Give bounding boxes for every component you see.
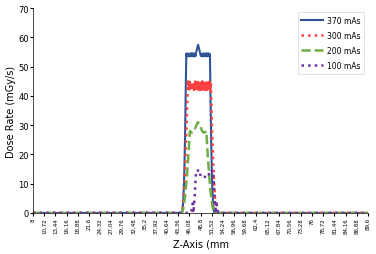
300 mAs (323, 212, 327, 215)
200 mAs (366, 212, 370, 215)
370 mAs (69, 212, 74, 215)
200 mAs (174, 212, 178, 215)
370 mAs (174, 212, 178, 215)
Line: 200 mAs: 200 mAs (33, 123, 368, 213)
370 mAs (196, 44, 200, 47)
300 mAs (159, 212, 164, 215)
100 mAs (194, 169, 199, 172)
200 mAs (323, 212, 327, 215)
300 mAs (366, 212, 370, 215)
300 mAs (174, 212, 178, 215)
300 mAs (31, 212, 35, 215)
300 mAs (89, 212, 93, 215)
200 mAs (69, 212, 74, 215)
100 mAs (323, 212, 327, 215)
300 mAs (203, 81, 208, 84)
100 mAs (69, 212, 74, 215)
Line: 370 mAs: 370 mAs (33, 46, 368, 213)
Line: 300 mAs: 300 mAs (33, 82, 368, 213)
370 mAs (159, 212, 164, 215)
200 mAs (196, 121, 200, 124)
100 mAs (31, 212, 35, 215)
370 mAs (31, 212, 35, 215)
300 mAs (359, 212, 364, 215)
Legend: 370 mAs, 300 mAs, 200 mAs, 100 mAs: 370 mAs, 300 mAs, 200 mAs, 100 mAs (298, 13, 364, 75)
370 mAs (323, 212, 327, 215)
100 mAs (159, 212, 164, 215)
Y-axis label: Dose Rate (mGy/s): Dose Rate (mGy/s) (6, 65, 15, 157)
Line: 100 mAs: 100 mAs (33, 171, 368, 213)
370 mAs (366, 212, 370, 215)
200 mAs (31, 212, 35, 215)
100 mAs (359, 212, 364, 215)
X-axis label: Z-Axis (mm: Z-Axis (mm (173, 239, 229, 248)
100 mAs (89, 212, 93, 215)
200 mAs (159, 212, 164, 215)
300 mAs (69, 212, 74, 215)
370 mAs (89, 212, 93, 215)
100 mAs (174, 212, 178, 215)
200 mAs (89, 212, 93, 215)
200 mAs (359, 212, 364, 215)
370 mAs (359, 212, 364, 215)
100 mAs (366, 212, 370, 215)
